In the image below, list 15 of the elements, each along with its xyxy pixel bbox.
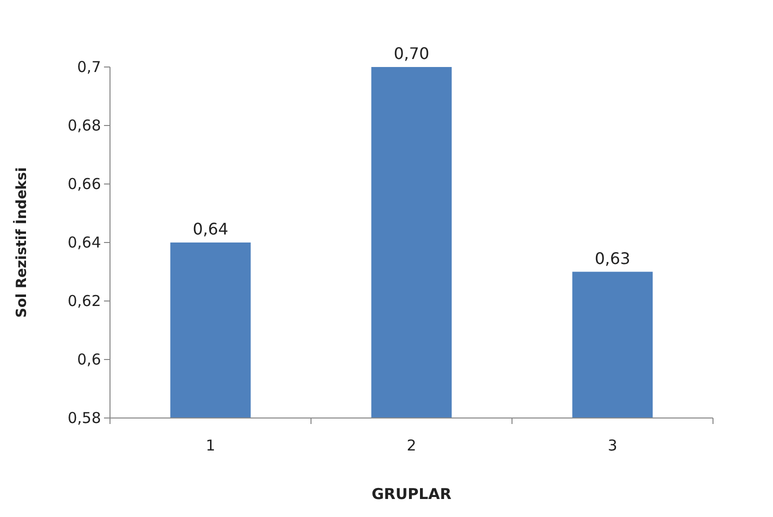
x-tick-label: 3 [608, 436, 618, 455]
data-label: 0,63 [594, 248, 630, 268]
y-axis-title: Sol Rezistif İndeksi [13, 167, 30, 318]
x-tick-label: 2 [406, 436, 416, 455]
x-tick-label: 1 [206, 436, 216, 455]
x-axis-title: GRUPLAR [372, 485, 452, 503]
data-label: 0,70 [394, 44, 430, 63]
data-label: 0,64 [192, 220, 228, 238]
y-tick-label: 0,6 [77, 350, 101, 368]
y-tick-label: 0,58 [68, 408, 101, 427]
y-tick-label: 0,68 [68, 116, 101, 134]
y-tick-label: 0,7 [77, 58, 101, 76]
y-tick-label: 0,64 [68, 233, 101, 252]
y-tick-label: 0,62 [68, 292, 101, 310]
y-tick-label: 0,66 [68, 174, 101, 193]
